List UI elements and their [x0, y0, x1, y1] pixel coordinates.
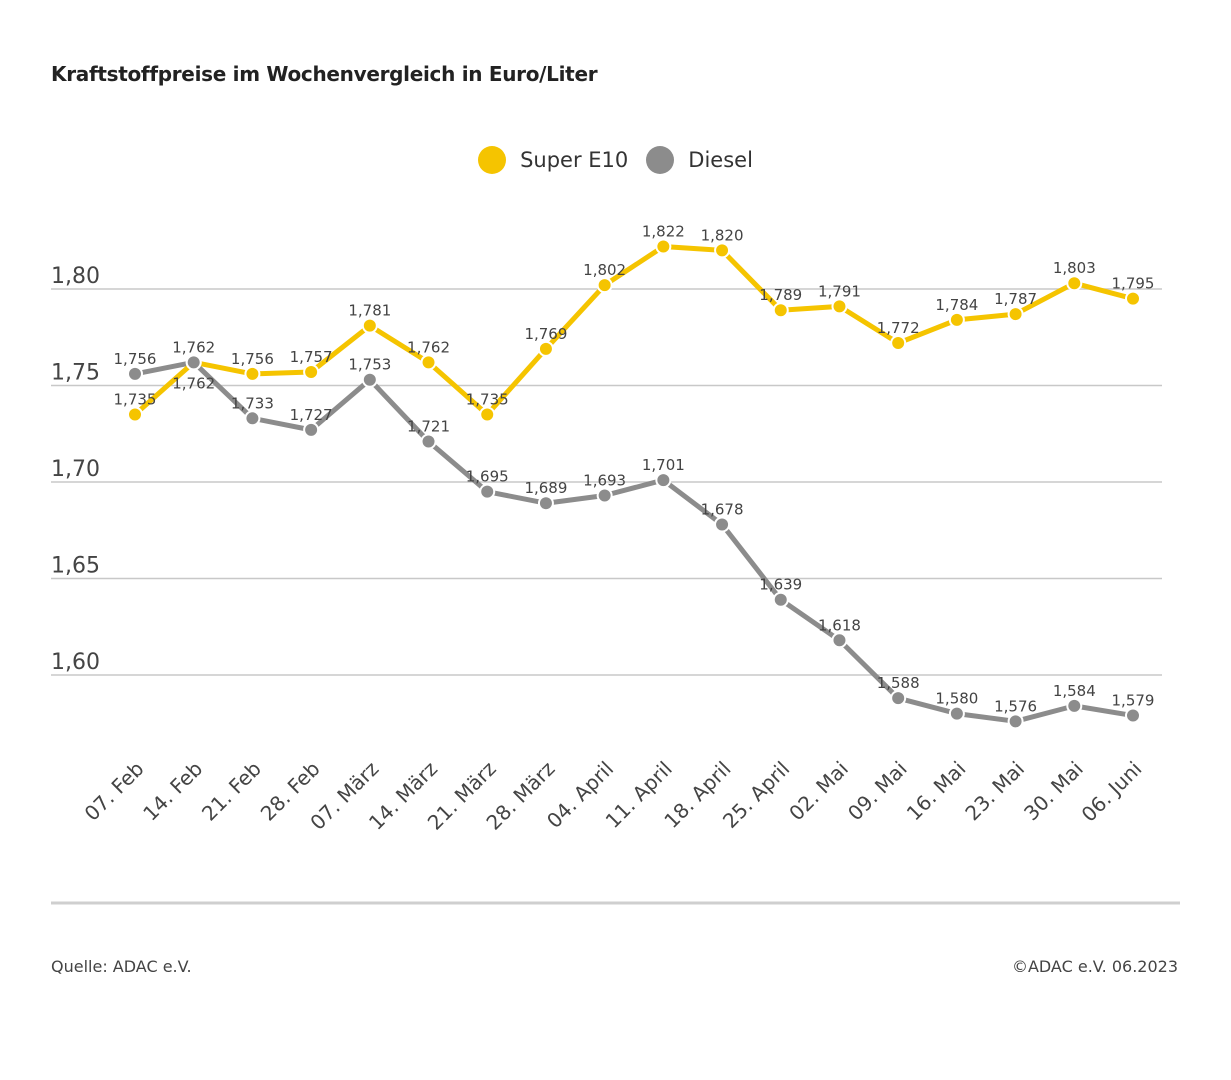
data-label-diesel: 1,584	[1053, 682, 1096, 700]
data-label-super-e10: 1,795	[1112, 275, 1155, 293]
data-point-diesel	[303, 421, 320, 438]
data-point-diesel	[537, 495, 554, 512]
data-point-super-e10	[655, 238, 672, 255]
data-point-super-e10	[1007, 306, 1024, 323]
data-point-diesel	[1007, 713, 1024, 730]
data-label-super-e10: 1,735	[466, 390, 509, 408]
data-point-super-e10	[714, 242, 731, 259]
data-label-super-e10: 1,791	[818, 282, 861, 300]
data-point-diesel	[714, 516, 731, 533]
legend-item-super-e10: Super E10	[478, 146, 628, 174]
y-tick-label: 1,75	[51, 361, 100, 386]
data-label-diesel: 1,580	[935, 690, 978, 708]
data-label-super-e10: 1,822	[642, 223, 685, 241]
data-point-diesel	[1066, 697, 1083, 714]
data-label-diesel: 1,689	[524, 479, 567, 497]
source-note: Quelle: ADAC e.V.	[51, 957, 192, 976]
x-tick-label: 30. Mai	[1019, 757, 1088, 826]
data-label-diesel: 1,588	[877, 674, 920, 692]
data-point-super-e10	[1066, 275, 1083, 292]
data-label-diesel: 1,733	[231, 394, 274, 412]
data-point-diesel	[772, 591, 789, 608]
data-point-super-e10	[831, 298, 848, 315]
x-tick-label: 02. Mai	[784, 757, 853, 826]
data-label-diesel: 1,756	[114, 350, 157, 368]
data-point-diesel	[831, 632, 848, 649]
data-point-diesel	[479, 483, 496, 500]
data-point-super-e10	[537, 340, 554, 357]
data-label-super-e10: 1,787	[994, 290, 1037, 308]
data-point-super-e10	[244, 365, 261, 382]
x-tick-label: 23. Mai	[960, 757, 1029, 826]
data-point-super-e10	[1125, 290, 1141, 307]
data-label-diesel: 1,639	[759, 576, 802, 594]
legend-label: Super E10	[520, 148, 629, 172]
data-point-super-e10	[127, 406, 143, 423]
y-tick-label: 1,80	[51, 264, 100, 289]
data-point-super-e10	[596, 277, 613, 294]
x-tick-label: 14. Feb	[138, 757, 207, 826]
x-tick-label: 21. Feb	[197, 757, 266, 826]
data-point-diesel	[1125, 707, 1141, 724]
data-point-diesel	[244, 410, 261, 427]
data-label-diesel: 1,576	[994, 697, 1037, 715]
data-label-super-e10: 1,789	[759, 286, 802, 304]
data-label-diesel: 1,753	[348, 356, 391, 374]
data-label-diesel: 1,727	[290, 406, 333, 424]
data-label-super-e10: 1,762	[407, 338, 450, 356]
data-point-super-e10	[361, 317, 378, 334]
data-label-super-e10: 1,756	[231, 350, 274, 368]
data-label-diesel: 1,579	[1112, 692, 1155, 710]
data-label-super-e10: 1,757	[290, 348, 333, 366]
data-point-super-e10	[948, 311, 965, 328]
data-label-diesel: 1,618	[818, 616, 861, 634]
y-tick-label: 1,65	[51, 554, 100, 579]
data-point-super-e10	[420, 354, 437, 371]
data-label-super-e10: 1,762	[172, 338, 215, 356]
data-point-super-e10	[772, 302, 789, 319]
data-label-diesel: 1,721	[407, 417, 450, 435]
legend-marker-diesel	[646, 146, 675, 174]
x-tick-label: 06. Juni	[1077, 757, 1147, 827]
data-label-diesel: 1,701	[642, 456, 685, 474]
data-label-super-e10: 1,735	[114, 390, 157, 408]
data-label-diesel: 1,693	[583, 472, 626, 490]
data-label-diesel: 1,695	[466, 468, 509, 486]
data-label-super-e10: 1,781	[348, 302, 391, 320]
data-label-super-e10: 1,784	[935, 296, 978, 314]
data-label-super-e10: 1,772	[877, 319, 920, 337]
data-point-super-e10	[890, 335, 907, 352]
data-point-super-e10	[303, 363, 320, 380]
data-point-diesel	[655, 472, 672, 489]
series-line-super-e10	[133, 244, 1134, 417]
data-point-diesel	[361, 371, 378, 388]
data-point-diesel	[948, 705, 965, 722]
data-point-diesel	[890, 690, 907, 707]
data-point-diesel	[596, 487, 613, 504]
data-point-diesel	[127, 365, 143, 382]
copyright-note: ©ADAC e.V. 06.2023	[1011, 957, 1178, 976]
chart-title: Kraftstoffpreise im Wochenvergleich in E…	[51, 62, 598, 86]
y-tick-label: 1,60	[51, 650, 100, 675]
data-point-super-e10	[479, 406, 496, 423]
data-label-diesel: 1,678	[701, 500, 744, 518]
data-point-diesel	[420, 433, 437, 450]
data-label-super-e10: 1,803	[1053, 259, 1096, 277]
legend-item-diesel: Diesel	[646, 146, 753, 174]
x-tick-label: 09. Mai	[843, 757, 912, 826]
y-tick-label: 1,70	[51, 457, 100, 482]
data-label-super-e10: 1,820	[701, 226, 744, 244]
x-tick-label: 16. Mai	[902, 757, 971, 826]
data-label-super-e10: 1,802	[583, 261, 626, 279]
data-point-diesel	[185, 354, 202, 371]
legend: Super E10 Diesel	[0, 146, 1231, 174]
data-label-super-e10: 1,769	[524, 325, 567, 343]
data-label-diesel: 1,762	[172, 374, 215, 392]
legend-marker-super-e10	[478, 146, 507, 174]
series-line-diesel	[134, 359, 1134, 724]
x-tick-label: 07. Feb	[80, 757, 149, 826]
legend-label: Diesel	[688, 148, 753, 172]
